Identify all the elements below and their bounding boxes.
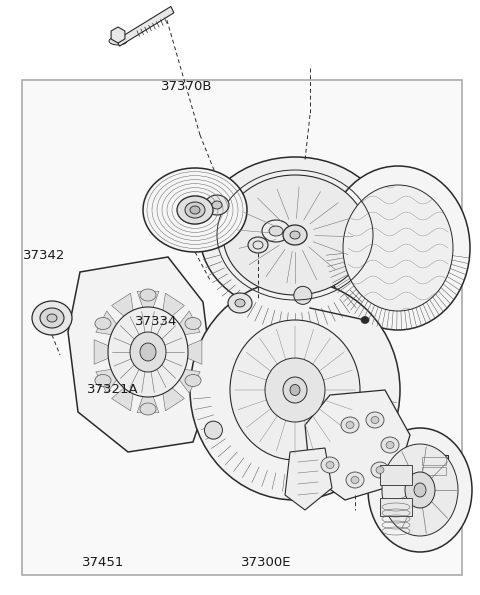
Ellipse shape — [368, 428, 472, 552]
Polygon shape — [305, 390, 410, 500]
Polygon shape — [169, 311, 200, 337]
Ellipse shape — [386, 441, 394, 449]
Polygon shape — [117, 7, 174, 46]
Ellipse shape — [366, 412, 384, 428]
Ellipse shape — [212, 201, 222, 209]
Ellipse shape — [185, 202, 205, 218]
Ellipse shape — [283, 225, 307, 245]
Ellipse shape — [414, 483, 426, 497]
Ellipse shape — [360, 436, 378, 453]
Polygon shape — [96, 311, 126, 337]
Polygon shape — [68, 257, 213, 452]
Text: 37370B: 37370B — [161, 80, 213, 93]
Ellipse shape — [95, 374, 111, 387]
Ellipse shape — [346, 472, 364, 488]
Text: 37300E: 37300E — [241, 556, 292, 569]
Text: 37334: 37334 — [135, 315, 177, 328]
Ellipse shape — [376, 466, 384, 474]
Ellipse shape — [109, 37, 127, 45]
Bar — [380, 498, 412, 516]
Ellipse shape — [140, 343, 156, 361]
Ellipse shape — [190, 280, 400, 500]
Polygon shape — [285, 448, 332, 510]
Polygon shape — [169, 367, 200, 393]
Ellipse shape — [326, 462, 334, 468]
Text: 37451: 37451 — [82, 556, 124, 569]
Ellipse shape — [190, 206, 200, 214]
Ellipse shape — [405, 472, 435, 508]
Bar — [420, 455, 448, 477]
Ellipse shape — [290, 231, 300, 239]
Ellipse shape — [130, 332, 166, 372]
Bar — [422, 467, 446, 475]
Ellipse shape — [230, 320, 360, 460]
Ellipse shape — [235, 299, 245, 307]
Polygon shape — [94, 340, 123, 364]
Ellipse shape — [140, 403, 156, 415]
Ellipse shape — [290, 384, 300, 396]
Text: 37342: 37342 — [23, 249, 65, 262]
Polygon shape — [173, 340, 202, 364]
Bar — [380, 465, 412, 485]
Ellipse shape — [265, 358, 325, 422]
Ellipse shape — [262, 220, 290, 242]
Ellipse shape — [95, 318, 111, 330]
Polygon shape — [137, 382, 159, 413]
Text: 37321A: 37321A — [87, 383, 139, 396]
Ellipse shape — [228, 293, 252, 313]
Ellipse shape — [351, 477, 359, 484]
Ellipse shape — [185, 374, 201, 387]
Ellipse shape — [204, 421, 222, 439]
Ellipse shape — [371, 416, 379, 424]
Polygon shape — [96, 367, 126, 393]
Ellipse shape — [382, 444, 458, 536]
Polygon shape — [137, 291, 159, 322]
Polygon shape — [111, 378, 135, 411]
Ellipse shape — [32, 301, 72, 335]
Polygon shape — [160, 293, 184, 326]
Ellipse shape — [143, 168, 247, 252]
Ellipse shape — [294, 286, 312, 305]
Polygon shape — [111, 27, 125, 43]
Bar — [422, 457, 446, 465]
Ellipse shape — [269, 226, 283, 236]
Bar — [22, 80, 462, 575]
Ellipse shape — [371, 462, 389, 478]
Ellipse shape — [108, 307, 188, 397]
Ellipse shape — [140, 289, 156, 301]
Ellipse shape — [346, 421, 354, 428]
Ellipse shape — [47, 314, 57, 322]
Polygon shape — [160, 378, 184, 411]
Ellipse shape — [283, 377, 307, 403]
Ellipse shape — [177, 196, 213, 224]
Ellipse shape — [341, 417, 359, 433]
Ellipse shape — [343, 185, 453, 311]
Ellipse shape — [361, 317, 369, 324]
Ellipse shape — [223, 175, 367, 295]
Ellipse shape — [381, 437, 399, 453]
Ellipse shape — [326, 166, 470, 330]
Ellipse shape — [40, 308, 64, 328]
Ellipse shape — [200, 157, 390, 313]
Ellipse shape — [248, 237, 268, 253]
Ellipse shape — [321, 457, 339, 473]
Ellipse shape — [185, 318, 201, 330]
Polygon shape — [111, 293, 135, 326]
Ellipse shape — [205, 195, 229, 215]
